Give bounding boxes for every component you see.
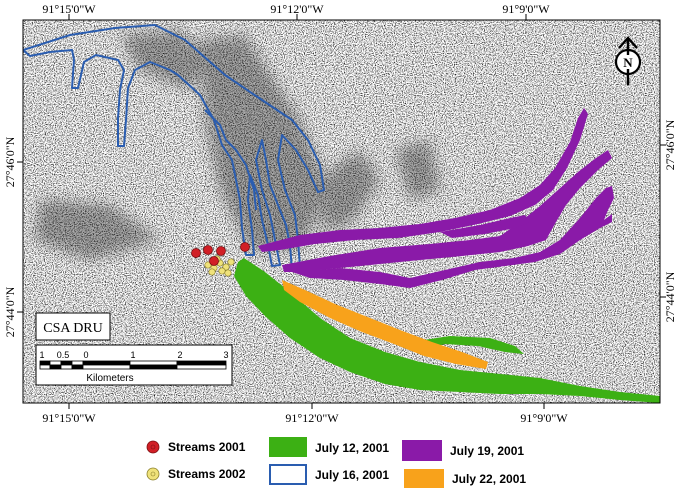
orange-swatch-icon [404,469,444,488]
legend-label-july22: July 22, 2001 [452,472,526,486]
map-border [22,19,661,404]
map-area: N CSA DRU [23,20,660,403]
scale-tick-1-left: 1 [39,350,44,360]
slick-july16 [23,24,325,271]
scale-bar: 1 0.5 0 1 2 3 Kilometers [35,344,233,386]
slick-july22 [282,280,488,369]
scale-tick-half: 0.5 [57,350,70,360]
legend-item-streams-2002: Streams 2002 [146,467,246,481]
right-coordinate-labels: 27°46'0"N 27°44'0"N [660,119,677,322]
yellow-dot-icon [146,467,160,481]
legend-label-july19: July 19, 2001 [450,444,524,458]
top-lon-label-2: 91°12'0"W [270,2,324,16]
right-lat-label-1: 27°46'0"N [663,119,677,170]
top-coordinate-labels: 91°15'0"W 91°12'0"W 91°9'0"W [42,2,550,20]
legend-item-july19: July 19, 2001 [402,440,524,461]
left-lat-label-1: 27°46'0"N [3,136,17,187]
legend-item-streams-2001: Streams 2001 [146,440,246,454]
legend-label-july12: July 12, 2001 [315,441,389,455]
blue-outline-swatch-icon [269,464,307,485]
legend-item-july22: July 22, 2001 [404,469,526,488]
purple-swatch-icon [402,440,442,461]
left-lat-label-2: 27°44'0"N [3,286,17,337]
red-dot-icon [146,440,160,454]
left-coordinate-labels: 27°46'0"N 27°44'0"N [3,136,23,337]
dark-slick-regions [35,30,440,260]
scale-unit-label: Kilometers [86,373,133,384]
scale-tick-1: 1 [130,350,135,360]
site-label: CSA DRU [43,321,103,336]
slick-july12 [234,258,660,403]
top-lon-label-1: 91°15'0"W [42,2,96,16]
legend-item-july12: July 12, 2001 [269,437,389,457]
legend-label-streams-2002: Streams 2002 [168,467,246,481]
legend: Streams 2001 Streams 2002 July 12, 2001 … [146,437,526,488]
scale-tick-zero: 0 [83,350,88,360]
bottom-lon-label-3: 91°9'0"W [520,411,568,425]
scale-tick-2: 2 [177,350,182,360]
green-swatch-icon [269,437,307,457]
right-lat-label-2: 27°44'0"N [663,271,677,322]
top-lon-label-3: 91°9'0"W [502,2,550,16]
north-arrow: N [614,36,642,85]
scale-tick-3: 3 [223,350,228,360]
legend-item-july16: July 16, 2001 [269,464,389,485]
bottom-lon-label-2: 91°12'0"W [285,411,339,425]
legend-label-july16: July 16, 2001 [315,468,389,482]
site-label-box: CSA DRU [35,312,111,341]
bottom-lon-label-1: 91°15'0"W [42,411,96,425]
legend-label-streams-2001: Streams 2001 [168,440,246,454]
bottom-coordinate-labels: 91°15'0"W 91°12'0"W 91°9'0"W [42,403,568,425]
streams-2001-markers [191,242,250,266]
slick-july19 [258,108,614,288]
north-arrow-letter: N [623,55,633,70]
